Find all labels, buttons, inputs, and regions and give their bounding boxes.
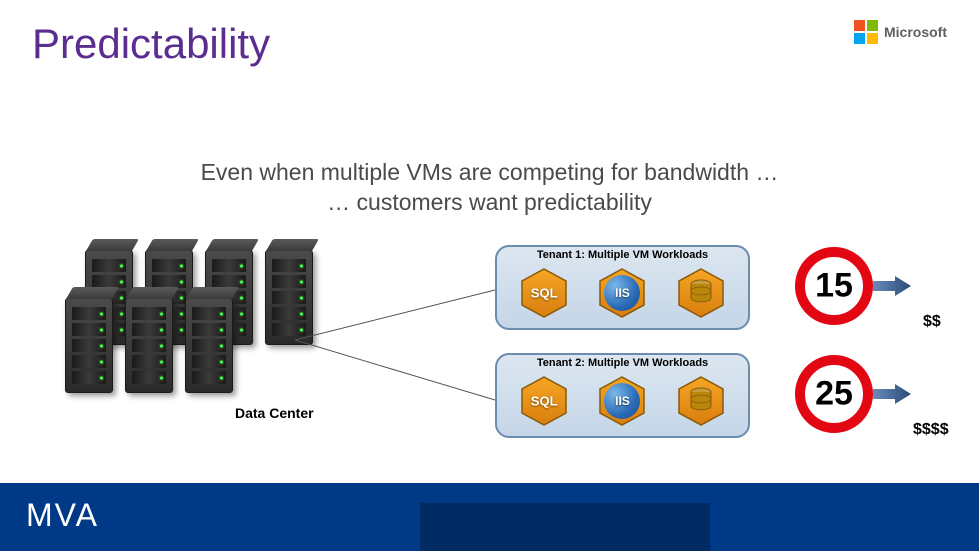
- server-rack: [185, 298, 233, 393]
- header: Predictability Microsoft: [32, 20, 947, 68]
- server-rack: [125, 298, 173, 393]
- database-stack-icon: [686, 386, 716, 416]
- subtitle-line1: Even when multiple VMs are competing for…: [0, 158, 979, 188]
- throughput-badge-1: 15: [795, 247, 873, 325]
- server-rack: [65, 298, 113, 393]
- tenant-1-label: Tenant 1: Multiple VM Workloads: [505, 249, 740, 261]
- microsoft-logo: Microsoft: [854, 20, 947, 44]
- vm-sql-label: SQL: [531, 394, 558, 409]
- tenant-box-1: Tenant 1: Multiple VM Workloads SQL IIS: [495, 245, 750, 330]
- mva-logo: MVA: [26, 497, 99, 534]
- diagram: Data Center Tenant 1: Multiple VM Worklo…: [65, 245, 959, 455]
- tenant-1-vms: SQL IIS: [505, 264, 740, 322]
- vm-iis-icon: IIS: [596, 375, 648, 427]
- cost-2-label: $$$$: [913, 421, 949, 439]
- throughput-badge-2: 25: [795, 355, 873, 433]
- arrow-right-icon: [873, 276, 911, 296]
- iis-globe-icon: IIS: [604, 275, 640, 311]
- tenant-box-2: Tenant 2: Multiple VM Workloads SQL IIS: [495, 353, 750, 438]
- database-stack-icon: [686, 278, 716, 308]
- arrow-right-icon: [873, 384, 911, 404]
- footer-slice: [420, 503, 710, 551]
- throughput-1-value: 15: [815, 267, 853, 306]
- iis-globe-icon: IIS: [604, 383, 640, 419]
- logo-square-blue: [854, 33, 865, 44]
- vm-iis-label: IIS: [615, 394, 630, 408]
- page-title: Predictability: [32, 20, 270, 68]
- logo-square-yellow: [867, 33, 878, 44]
- footer-bar: MVA: [0, 483, 979, 551]
- logo-square-red: [854, 20, 865, 31]
- vm-sql-icon: SQL: [518, 375, 570, 427]
- vm-db-icon: [675, 375, 727, 427]
- vm-iis-icon: IIS: [596, 267, 648, 319]
- connector-lines: [295, 280, 515, 450]
- cost-1-label: $$: [923, 313, 941, 331]
- microsoft-logo-text: Microsoft: [884, 24, 947, 40]
- vm-sql-icon: SQL: [518, 267, 570, 319]
- subtitle: Even when multiple VMs are competing for…: [0, 158, 979, 218]
- subtitle-line2: … customers want predictability: [0, 188, 979, 218]
- vm-sql-label: SQL: [531, 286, 558, 301]
- tenant-2-label: Tenant 2: Multiple VM Workloads: [505, 357, 740, 369]
- vm-iis-label: IIS: [615, 286, 630, 300]
- tenant-2-vms: SQL IIS: [505, 372, 740, 430]
- vm-db-icon: [675, 267, 727, 319]
- logo-square-green: [867, 20, 878, 31]
- microsoft-logo-squares: [854, 20, 878, 44]
- throughput-2-value: 25: [815, 375, 853, 414]
